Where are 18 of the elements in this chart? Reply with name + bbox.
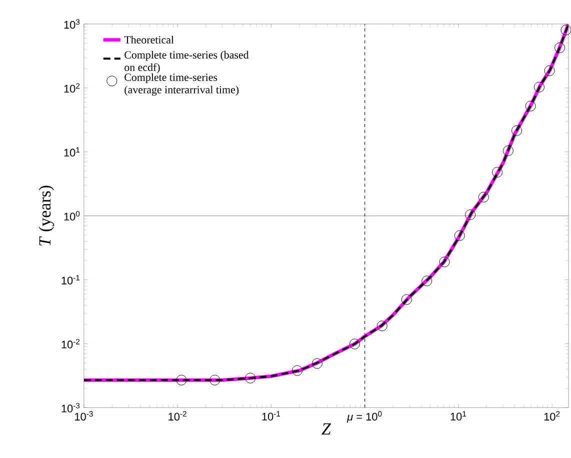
x-tick-label: μ = 10$^{0}$ xyxy=(346,411,382,423)
x-tick-label: 10$^{1}$ xyxy=(450,411,466,421)
legend-label: Complete time-series (average interarrival time) xyxy=(124,73,239,96)
x-tick-label: 10$^{-2}$ xyxy=(168,411,186,421)
y-tick-label: 10$^{2}$ xyxy=(64,83,80,93)
y-tick-label: 10$^{0}$ xyxy=(64,211,80,221)
x-axis-title: Z xyxy=(322,424,332,435)
legend-label: Complete time-series (based on ecdf) xyxy=(124,51,249,74)
y-tick-label: 10$^{-2}$ xyxy=(62,339,80,349)
y-tick-label: 10$^{-3}$ xyxy=(62,403,80,413)
x-tick-label: 10$^{-1}$ xyxy=(262,411,280,421)
y-tick-label: 10$^{-1}$ xyxy=(62,275,80,285)
legend-label: Theoretical xyxy=(124,36,174,44)
y-tick-label: 10$^{3}$ xyxy=(64,19,80,29)
y-tick-label: 10$^{1}$ xyxy=(64,147,80,157)
x-tick-label: 10$^{-3}$ xyxy=(75,411,93,421)
y-axis-title: T (years) xyxy=(38,186,54,246)
x-tick-label: 10$^{2}$ xyxy=(544,411,560,421)
